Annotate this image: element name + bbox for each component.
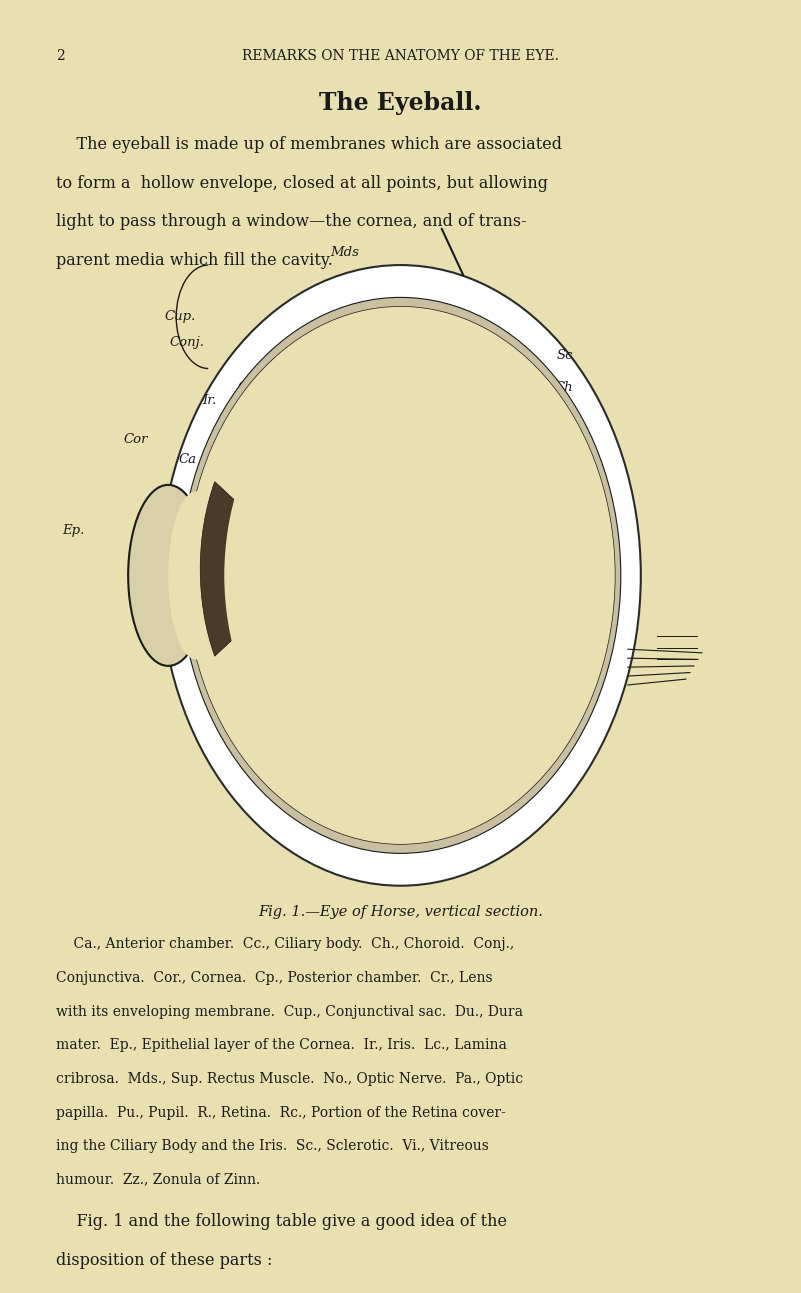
Text: Conj.: Conj. bbox=[169, 336, 204, 349]
Text: disposition of these parts :: disposition of these parts : bbox=[56, 1252, 272, 1268]
Ellipse shape bbox=[224, 336, 609, 815]
Ellipse shape bbox=[168, 491, 224, 659]
Ellipse shape bbox=[188, 310, 613, 840]
Text: Cr: Cr bbox=[248, 459, 264, 472]
Text: parent media which fill the cavity.: parent media which fill the cavity. bbox=[56, 252, 333, 269]
Text: papilla.  Pu., Pupil.  R., Retina.  Rc., Portion of the Retina cover-: papilla. Pu., Pupil. R., Retina. Rc., Po… bbox=[56, 1106, 506, 1120]
Ellipse shape bbox=[128, 485, 208, 666]
Text: Cor: Cor bbox=[123, 433, 148, 446]
Ellipse shape bbox=[186, 306, 615, 844]
Ellipse shape bbox=[180, 297, 621, 853]
Text: ing the Ciliary Body and the Iris.  Sc., Sclerotic.  Vi., Vitreous: ing the Ciliary Body and the Iris. Sc., … bbox=[56, 1139, 489, 1153]
Text: Du: Du bbox=[537, 504, 557, 517]
Text: humour.  Zz., Zonula of Zinn.: humour. Zz., Zonula of Zinn. bbox=[56, 1173, 260, 1187]
Text: light to pass through a window—the cornea, and of trans-: light to pass through a window—the corne… bbox=[56, 213, 527, 230]
Text: The eyeball is made up of membranes which are associated: The eyeball is made up of membranes whic… bbox=[56, 136, 562, 153]
Text: Cup.: Cup. bbox=[165, 310, 196, 323]
Ellipse shape bbox=[160, 265, 641, 886]
Text: Cp: Cp bbox=[238, 381, 256, 394]
Text: R: R bbox=[563, 410, 573, 423]
Text: Ch: Ch bbox=[554, 381, 573, 394]
Text: The Eyeball.: The Eyeball. bbox=[320, 91, 481, 115]
Text: Pu: Pu bbox=[211, 453, 228, 465]
Text: with its enveloping membrane.  Cup., Conjunctival sac.  Du., Dura: with its enveloping membrane. Cup., Conj… bbox=[56, 1005, 523, 1019]
Text: Ca: Ca bbox=[179, 453, 196, 465]
Wedge shape bbox=[200, 481, 308, 656]
Wedge shape bbox=[228, 440, 322, 698]
Text: Fig. 1 and the following table give a good idea of the: Fig. 1 and the following table give a go… bbox=[56, 1213, 507, 1230]
Text: Ir.: Ir. bbox=[202, 394, 216, 407]
Text: Lc: Lc bbox=[541, 533, 557, 546]
Text: Fig. 1.—Eye of Horse, vertical section.: Fig. 1.—Eye of Horse, vertical section. bbox=[258, 905, 543, 919]
Text: Conjunctiva.  Cor., Cornea.  Cp., Posterior chamber.  Cr., Lens: Conjunctiva. Cor., Cornea. Cp., Posterio… bbox=[56, 971, 493, 985]
Ellipse shape bbox=[252, 468, 364, 668]
Text: to form a  hollow envelope, closed at all points, but allowing: to form a hollow envelope, closed at all… bbox=[56, 175, 548, 191]
Text: Rc: Rc bbox=[207, 588, 224, 601]
Wedge shape bbox=[308, 481, 417, 656]
Text: Vi.: Vi. bbox=[420, 401, 437, 414]
Text: Zz.: Zz. bbox=[235, 550, 256, 562]
Text: Ca., Anterior chamber.  Cc., Ciliary body.  Ch., Choroid.  Conj.,: Ca., Anterior chamber. Cc., Ciliary body… bbox=[56, 937, 514, 952]
Text: Ep.: Ep. bbox=[62, 524, 84, 537]
Text: REMARKS ON THE ANATOMY OF THE EYE.: REMARKS ON THE ANATOMY OF THE EYE. bbox=[242, 49, 559, 63]
Ellipse shape bbox=[287, 530, 306, 608]
Text: Pa.: Pa. bbox=[461, 517, 481, 530]
Text: Mds: Mds bbox=[330, 246, 359, 259]
Text: 2: 2 bbox=[56, 49, 65, 63]
Text: Cc: Cc bbox=[275, 362, 292, 375]
Text: mater.  Ep., Epithelial layer of the Cornea.  Ir., Iris.  Lc., Lamina: mater. Ep., Epithelial layer of the Corn… bbox=[56, 1038, 507, 1053]
Text: cribrosa.  Mds., Sup. Rectus Muscle.  No., Optic Nerve.  Pa., Optic: cribrosa. Mds., Sup. Rectus Muscle. No.,… bbox=[56, 1072, 523, 1086]
Text: No: No bbox=[537, 560, 557, 573]
Text: Ar: Ar bbox=[541, 588, 557, 601]
Text: Sc: Sc bbox=[556, 349, 573, 362]
